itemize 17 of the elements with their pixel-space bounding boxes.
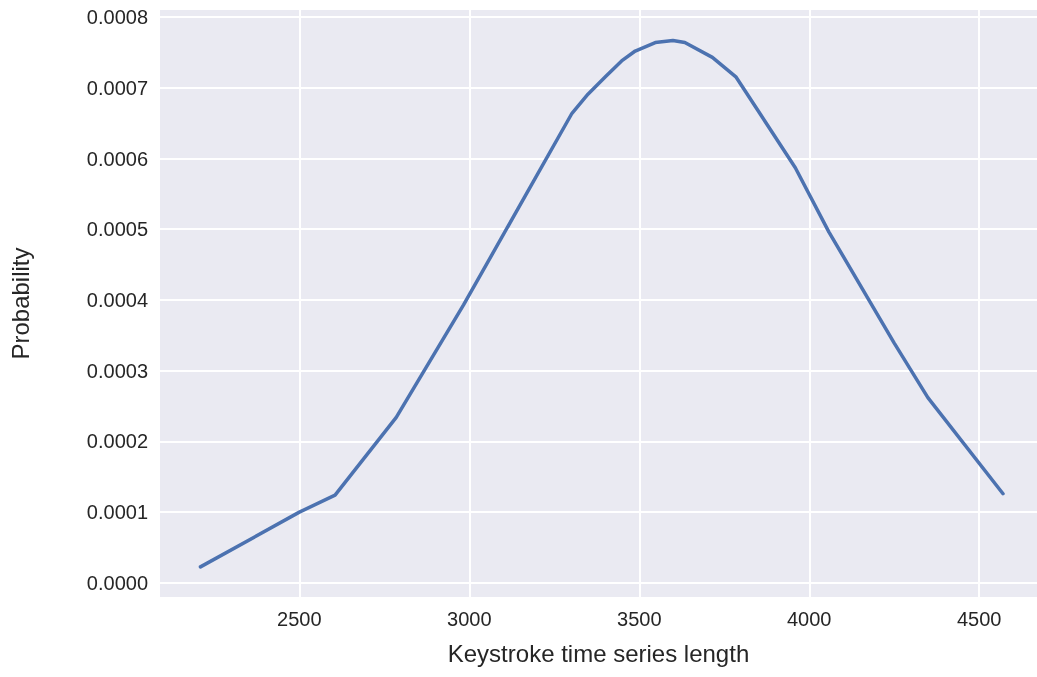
line-series (198, 38, 1005, 569)
x-tick-label: 4000 (787, 608, 832, 630)
y-tick-label: 0.0001 (86, 501, 148, 524)
x-axis-title: Keystroke time series length (447, 639, 750, 667)
y-tick-label: 0.0007 (86, 76, 148, 99)
y-tick-label: 0.0002 (86, 430, 148, 453)
y-tick-label: 0.0006 (86, 147, 148, 170)
y-tick-label: 0.0005 (86, 218, 148, 241)
x-tick-label: 3500 (617, 608, 662, 630)
y-tick-label: 0.0008 (86, 6, 148, 29)
x-tick-label: 4500 (956, 608, 1002, 630)
x-tick-label: 2500 (277, 608, 322, 630)
y-tick-label: 0.0004 (86, 288, 148, 311)
x-tick-label: 3000 (447, 608, 492, 630)
y-tick-label: 0.0000 (86, 571, 148, 594)
y-tick-label: 0.0003 (86, 359, 148, 382)
y-axis-title: Probability (6, 247, 34, 360)
